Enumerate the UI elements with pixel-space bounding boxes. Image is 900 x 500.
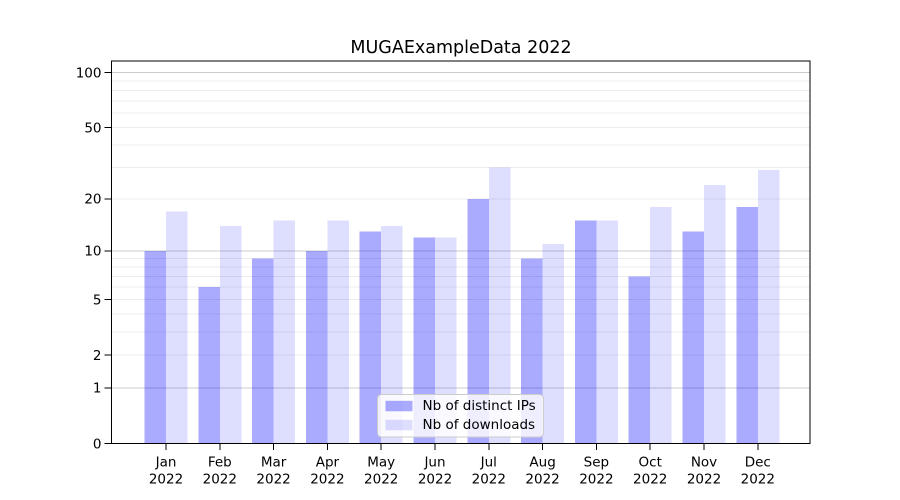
bars-layer [144, 167, 780, 444]
bar-distinct-ips [574, 220, 597, 444]
x-tick-label-month: Apr [316, 455, 340, 471]
bar-downloads [327, 220, 349, 444]
legend-label-distinct-ips: Nb of distinct IPs [423, 398, 536, 414]
bar-distinct-ips [252, 258, 274, 444]
x-tick-label-year: 2022 [310, 472, 344, 488]
x-tick-label-month: Jul [480, 455, 497, 471]
plot-border [111, 60, 811, 444]
bar-distinct-ips [144, 250, 166, 444]
x-tick-label-month: Sep [584, 455, 609, 471]
y-tick-label: 1 [93, 381, 102, 397]
bar-downloads [542, 243, 565, 444]
y-tick-label: 2 [93, 348, 102, 364]
x-tick-label-year: 2022 [687, 472, 721, 488]
bar-downloads [219, 225, 242, 444]
bar-distinct-ips [359, 231, 382, 444]
x-tick-label-month: Jan [155, 455, 177, 471]
axes-layer: 0125102050100Jan2022Feb2022Mar2022Apr202… [76, 60, 811, 488]
y-tick-label: 10 [84, 244, 101, 260]
x-tick-label-year: 2022 [149, 472, 183, 488]
y-tick-label: 50 [84, 120, 101, 136]
legend-swatch-downloads [385, 419, 413, 431]
x-tick-label-month: May [367, 455, 395, 471]
x-tick-label-year: 2022 [418, 472, 452, 488]
bar-downloads [273, 220, 296, 444]
bar-distinct-ips [413, 237, 435, 444]
bar-downloads [488, 167, 511, 444]
x-tick-label-year: 2022 [203, 472, 237, 488]
x-tick-label-month: Jun [423, 455, 445, 471]
bar-distinct-ips [467, 198, 489, 444]
x-tick-label-month: Dec [745, 455, 771, 471]
bar-downloads [704, 184, 726, 444]
x-tick-label-year: 2022 [741, 472, 775, 488]
legend-box [377, 394, 544, 438]
x-tick-label-month: Aug [529, 455, 555, 471]
bar-distinct-ips [682, 231, 704, 444]
bar-downloads [757, 170, 780, 444]
bar-downloads [166, 211, 188, 444]
x-tick-label-year: 2022 [364, 472, 398, 488]
bar-downloads [650, 206, 672, 444]
x-tick-label-year: 2022 [579, 472, 613, 488]
grid-layer [111, 72, 810, 389]
y-tick-label: 0 [93, 436, 102, 452]
x-tick-label-year: 2022 [525, 472, 559, 488]
bar-downloads [381, 225, 403, 444]
bar-downloads [435, 237, 457, 444]
x-tick-label-year: 2022 [256, 472, 290, 488]
y-tick-label: 20 [84, 192, 101, 208]
x-tick-label-year: 2022 [472, 472, 506, 488]
legend-swatch-distinct-ips [385, 400, 413, 412]
x-tick-label-year: 2022 [633, 472, 667, 488]
x-tick-label-month: Mar [261, 455, 287, 471]
bar-downloads [596, 220, 618, 444]
bar-distinct-ips [198, 287, 220, 444]
bar-distinct-ips [305, 250, 328, 444]
x-tick-label-month: Oct [639, 455, 662, 471]
legend: Nb of distinct IPs Nb of downloads [377, 394, 544, 438]
y-tick-label: 100 [76, 66, 102, 82]
y-tick-label: 5 [93, 292, 102, 308]
x-tick-label-month: Feb [208, 455, 232, 471]
x-tick-label-month: Nov [691, 455, 717, 471]
bar-distinct-ips [628, 276, 651, 444]
chart-title: MUGAExampleData 2022 [350, 38, 571, 58]
bar-distinct-ips [736, 206, 758, 444]
legend-label-downloads: Nb of downloads [423, 417, 536, 433]
